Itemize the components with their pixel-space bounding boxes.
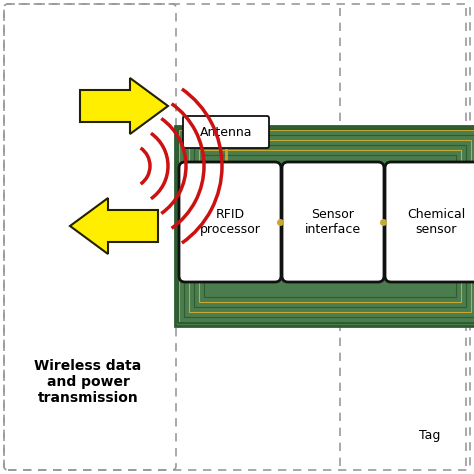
Text: Wireless data
and power
transmission: Wireless data and power transmission [35, 359, 142, 405]
Bar [204, 155, 456, 297]
Bar [175, 126, 474, 326]
Text: Antenna: Antenna [200, 126, 252, 138]
Text: Tag: Tag [419, 429, 441, 443]
Bar [178, 129, 474, 323]
Bar [194, 145, 466, 307]
Text: Chemical
sensor: Chemical sensor [407, 208, 465, 236]
Polygon shape [80, 78, 168, 134]
FancyBboxPatch shape [183, 116, 269, 148]
Bar [189, 140, 471, 312]
Bar [179, 130, 474, 322]
FancyBboxPatch shape [282, 162, 384, 282]
Bar [184, 135, 474, 317]
Text: Sensor
interface: Sensor interface [305, 208, 361, 236]
FancyBboxPatch shape [179, 162, 281, 282]
Polygon shape [70, 198, 158, 254]
FancyBboxPatch shape [385, 162, 474, 282]
Text: RFID
processor: RFID processor [200, 208, 260, 236]
Bar [199, 150, 461, 302]
